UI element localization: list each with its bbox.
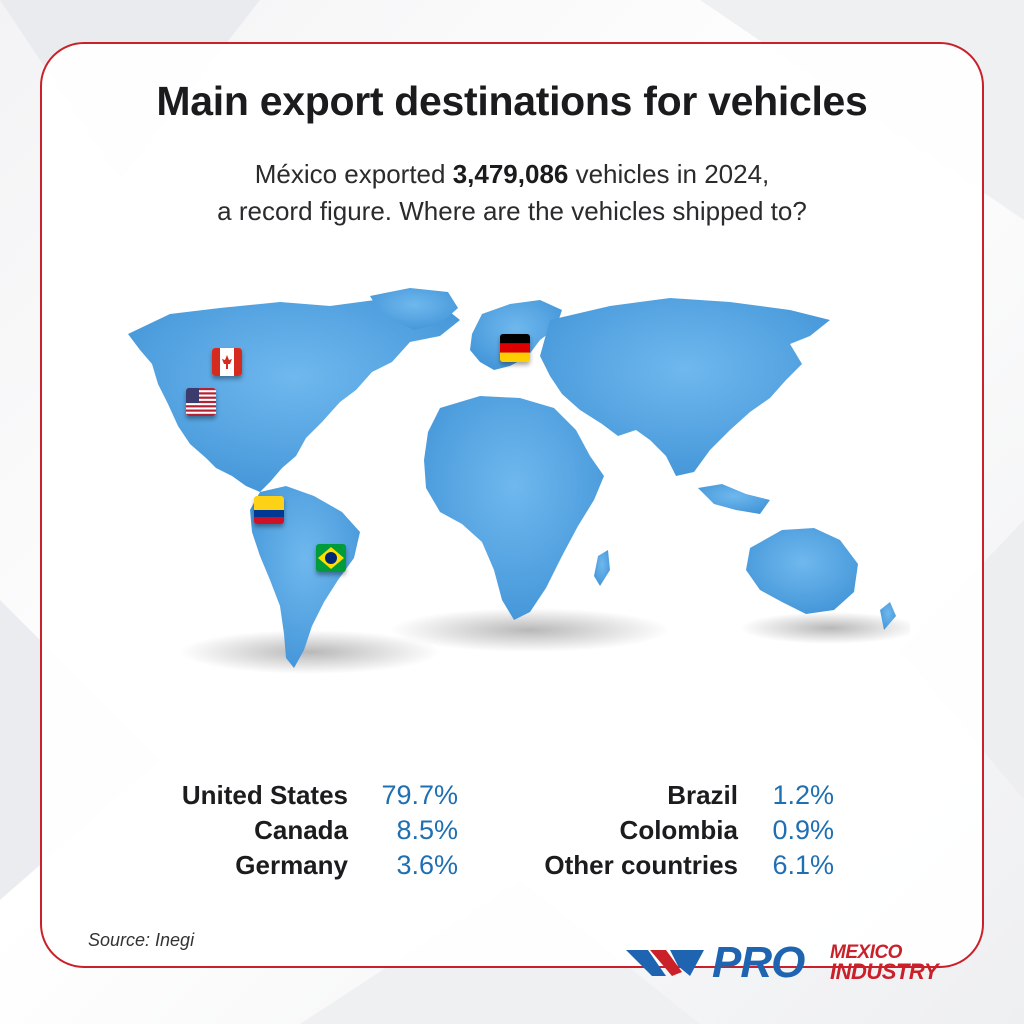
destinations-right: Brazil 1.2% Colombia 0.9% Other countrie…: [508, 778, 834, 883]
destination-name: Germany: [235, 850, 348, 880]
germany-flag-icon: [500, 334, 530, 362]
page-title: Main export destinations for vehicles: [156, 78, 868, 124]
madagascar: [594, 550, 610, 586]
brazil-flag-icon: [316, 544, 346, 572]
export-total: 3,479,086: [452, 159, 569, 189]
logo-industry-text: INDUSTRY: [830, 959, 939, 984]
map-shadow-australia: [740, 612, 910, 644]
destination-name: Brazil: [667, 780, 738, 810]
destination-row: Germany 3.6%: [158, 848, 458, 883]
subtitle-line2: a record figure. Where are the vehicles …: [217, 196, 807, 226]
map-shadow-africa: [390, 608, 670, 652]
pro-mexico-industry-logo: PRO MEXICO INDUSTRY: [626, 938, 966, 988]
destination-share: 3.6%: [396, 850, 458, 880]
destination-name: Canada: [254, 815, 348, 845]
destination-share: 8.5%: [396, 815, 458, 845]
destination-row: Colombia 0.9%: [508, 813, 834, 848]
subtitle: México exported 3,479,086 vehicles in 20…: [0, 156, 1024, 230]
australia: [746, 528, 858, 614]
logo-pro-text: PRO: [712, 938, 805, 987]
canada-flag-icon: [212, 348, 242, 376]
destination-row: Canada 8.5%: [158, 813, 458, 848]
destination-share: 0.9%: [772, 815, 834, 845]
destination-share: 6.1%: [772, 850, 834, 880]
destination-row: Other countries 6.1%: [508, 848, 834, 883]
se-asia-islands: [698, 484, 770, 514]
greenland: [370, 288, 458, 330]
logo-stripes-icon: [626, 950, 704, 976]
destination-share: 1.2%: [772, 780, 834, 810]
usa-flag-icon: [186, 388, 216, 416]
south-america: [250, 486, 360, 668]
source-note: Source: Inegi: [88, 930, 195, 950]
subtitle-suffix: vehicles in 2024,: [568, 159, 770, 189]
destination-name: Other countries: [544, 850, 738, 880]
map-shadow-americas: [180, 630, 440, 674]
destination-row: United States 79.7%: [158, 778, 458, 813]
asia: [540, 298, 830, 476]
world-map: [128, 288, 910, 674]
subtitle-prefix: México exported: [254, 159, 453, 189]
destinations-left: United States 79.7% Canada 8.5% Germany …: [158, 778, 458, 883]
africa: [424, 396, 604, 620]
destination-share: 79.7%: [381, 780, 458, 810]
new-zealand: [880, 602, 896, 630]
destination-name: Colombia: [619, 815, 738, 845]
colombia-flag-icon: [254, 496, 284, 524]
north-america: [128, 300, 460, 492]
logo-mexico-text: MEXICO: [830, 942, 902, 963]
destination-name: United States: [181, 780, 348, 810]
destination-row: Brazil 1.2%: [508, 778, 834, 813]
